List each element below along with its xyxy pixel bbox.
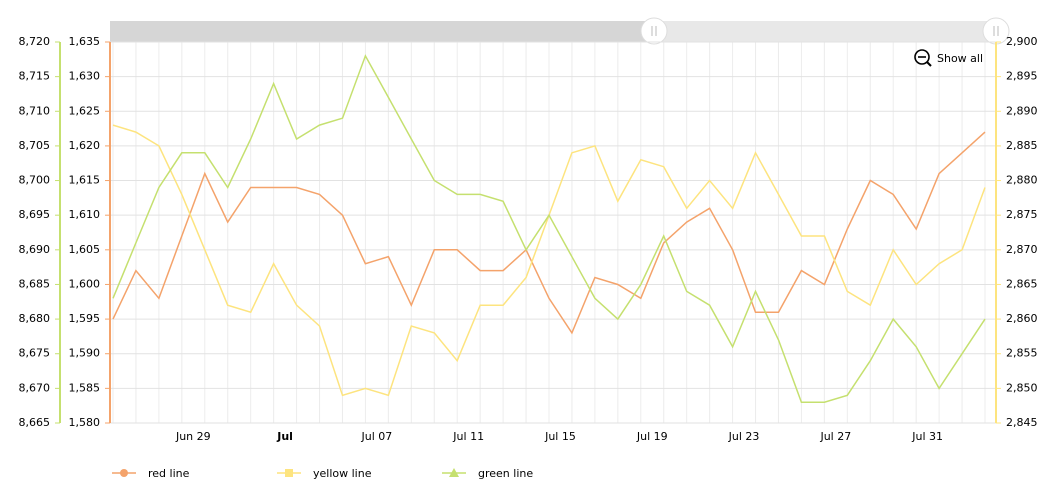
x-tick-label: Jun 29 [175, 430, 211, 443]
y-tick-label: 8,670 [19, 381, 51, 394]
x-tick-label: Jul 15 [544, 430, 576, 443]
x-tick-label: Jul 07 [361, 430, 393, 443]
legend-marker [120, 469, 128, 477]
scrollbar-handle[interactable] [640, 17, 668, 45]
y-tick-label: 1,615 [69, 174, 101, 187]
y-tick-label: 1,630 [69, 70, 101, 83]
y-tick-label: 2,865 [1006, 277, 1038, 290]
y-tick-label: 2,890 [1006, 104, 1038, 117]
y-tick-label: 2,880 [1006, 174, 1038, 187]
y-tick-label: 8,665 [19, 416, 51, 429]
series-line [112, 54, 986, 403]
y-tick-label: 1,620 [69, 139, 101, 152]
legend-item[interactable]: green line [442, 467, 533, 480]
y-tick-label: 2,855 [1006, 347, 1038, 360]
y-tick-label: 1,610 [69, 208, 101, 221]
series-line [112, 131, 986, 335]
x-tick-label: Jul 31 [911, 430, 943, 443]
y-tick-label: 1,625 [69, 104, 101, 117]
y-tick-label: 1,600 [69, 277, 101, 290]
y-tick-label: 1,590 [69, 347, 101, 360]
y-tick-label: 2,875 [1006, 208, 1038, 221]
x-tick-label: Jul 19 [636, 430, 668, 443]
legend-item[interactable]: red line [112, 467, 190, 480]
y-tick-label: 2,885 [1006, 139, 1038, 152]
y-tick-label: 2,845 [1006, 416, 1038, 429]
y-tick-label: 1,585 [69, 381, 101, 394]
x-tick-label: Jul 27 [819, 430, 851, 443]
y-tick-label: 8,690 [19, 243, 51, 256]
x-tick-label: Jul 11 [452, 430, 484, 443]
legend-label: yellow line [313, 467, 372, 480]
legend-marker [449, 468, 459, 477]
y-tick-label: 2,860 [1006, 312, 1038, 325]
y-tick-label: 8,685 [19, 277, 51, 290]
y-tick-label: 2,895 [1006, 70, 1038, 83]
y-tick-label: 8,720 [19, 35, 51, 48]
zoom-out-button[interactable]: Show all [914, 49, 983, 67]
y-tick-label: 8,680 [19, 312, 51, 325]
y-tick-label: 1,595 [69, 312, 101, 325]
y-tick-label: 8,715 [19, 70, 51, 83]
legend-label: green line [478, 467, 533, 480]
y-tick-label: 8,705 [19, 139, 51, 152]
y-tick-label: 8,700 [19, 174, 51, 187]
zoom-icon [926, 61, 932, 67]
y-tick-label: 1,580 [69, 416, 101, 429]
y-tick-label: 8,695 [19, 208, 51, 221]
y-tick-label: 1,605 [69, 243, 101, 256]
zoom-label[interactable]: Show all [937, 52, 983, 65]
x-tick-label: Jul 23 [728, 430, 760, 443]
y-tick-label: 2,870 [1006, 243, 1038, 256]
y-tick-label: 2,850 [1006, 381, 1038, 394]
zoom-icon [914, 49, 930, 65]
legend-label: red line [148, 467, 190, 480]
y-tick-label: 8,710 [19, 104, 51, 117]
y-tick-label: 1,635 [69, 35, 101, 48]
legend-item[interactable]: yellow line [277, 467, 372, 480]
x-tick-label: Jul [276, 430, 293, 443]
legend-marker [285, 469, 293, 477]
y-tick-label: 8,675 [19, 347, 51, 360]
y-tick-label: 2,900 [1006, 35, 1038, 48]
scrollbar-thumb[interactable] [110, 21, 654, 42]
